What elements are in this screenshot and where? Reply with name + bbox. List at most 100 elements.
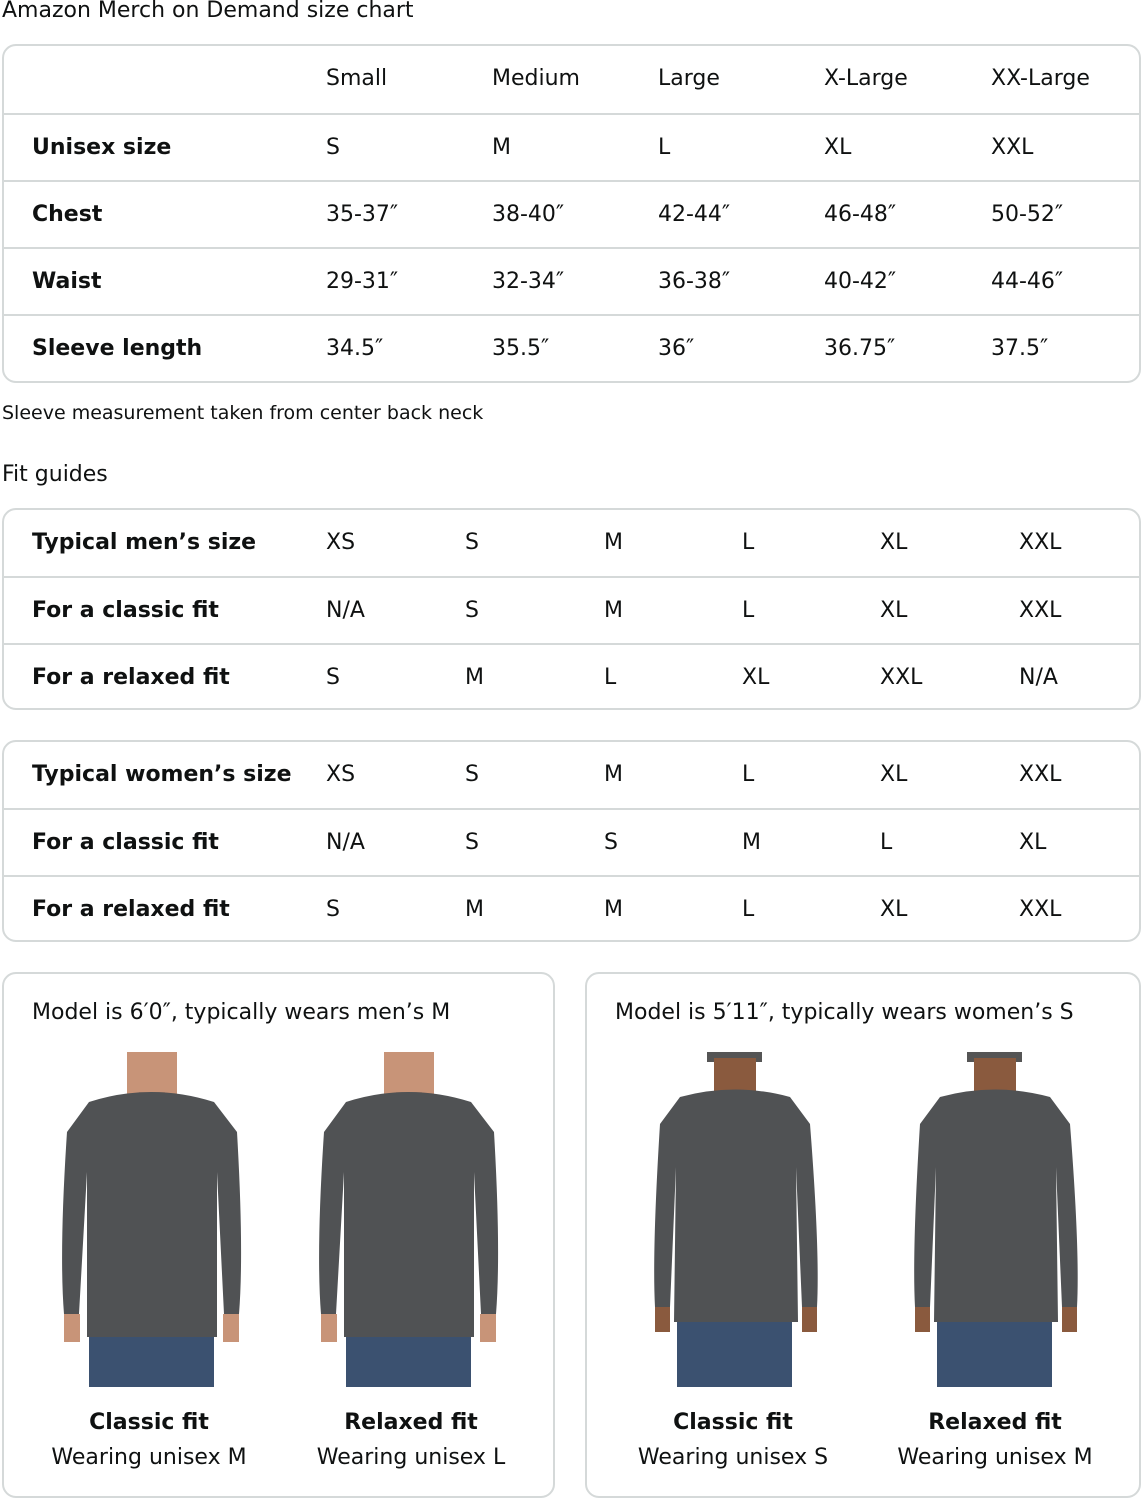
row-label: Typical men’s size: [32, 530, 257, 555]
table-row: For a relaxed fit S M M L XL XXL: [4, 875, 1139, 940]
table-row: For a relaxed fit S M L XL XXL N/A: [4, 643, 1139, 708]
row-label: Waist: [32, 269, 102, 294]
table-cell: 40-42″: [824, 269, 897, 294]
table-cell: M: [742, 830, 761, 855]
row-label: For a classic fit: [32, 830, 219, 855]
womens-model-heading: Model is 5′11″, typically wears women’s …: [615, 1000, 1074, 1025]
mens-model-card: Model is 6′0″, typically wears men’s M C…: [2, 972, 555, 1498]
fit-label: Relaxed fit: [928, 1410, 1062, 1435]
table-cell: XL: [824, 135, 852, 160]
table-cell: N/A: [326, 598, 365, 623]
fit-label: Relaxed fit: [344, 1410, 478, 1435]
table-cell: S: [326, 665, 340, 690]
table-cell: XXL: [1019, 897, 1062, 922]
row-label: For a relaxed fit: [32, 665, 230, 690]
table-cell: 34.5″: [326, 336, 384, 361]
table-cell: XXL: [1019, 530, 1062, 555]
column-header: X-Large: [824, 66, 908, 91]
table-cell: N/A: [1019, 665, 1058, 690]
table-row: Waist 29-31″ 32-34″ 36-38″ 40-42″ 44-46″: [4, 247, 1139, 316]
column-header: Large: [658, 66, 720, 91]
table-cell: S: [604, 830, 618, 855]
table-cell: 32-34″: [492, 269, 565, 294]
table-cell: N/A: [326, 830, 365, 855]
mens-model-heading: Model is 6′0″, typically wears men’s M: [32, 1000, 451, 1025]
table-cell: S: [326, 135, 340, 160]
table-row: Typical women’s size XS S M L XL XXL: [4, 742, 1139, 809]
table-row: Chest 35-37″ 38-40″ 42-44″ 46-48″ 50-52″: [4, 180, 1139, 249]
table-cell: M: [604, 598, 623, 623]
fit-label: Classic fit: [673, 1410, 793, 1435]
page-title: Amazon Merch on Demand size chart: [2, 0, 414, 23]
fit-guides-heading: Fit guides: [2, 462, 108, 487]
table-cell: L: [880, 830, 893, 855]
table-cell: XL: [880, 530, 908, 555]
table-cell: 36″: [658, 336, 695, 361]
mens-relaxed-fit-photo: [319, 1052, 499, 1387]
table-header-row: Small Medium Large X-Large XX-Large: [4, 46, 1139, 113]
row-label: Sleeve length: [32, 336, 203, 361]
womens-classic-caption: Classic fit Wearing unisex S: [603, 1410, 863, 1470]
table-cell: XL: [880, 897, 908, 922]
table-cell: M: [492, 135, 511, 160]
womens-model-card: Model is 5′11″, typically wears women’s …: [585, 972, 1141, 1498]
womens-fit-table: Typical women’s size XS S M L XL XXL For a clas…: [2, 740, 1141, 942]
wearing-label: Wearing unisex M: [51, 1445, 247, 1470]
table-cell: XL: [880, 598, 908, 623]
table-row: Typical men’s size XS S M L XL XXL: [4, 510, 1139, 577]
table-cell: 50-52″: [991, 202, 1064, 227]
table-cell: M: [465, 665, 484, 690]
column-header: XX-Large: [991, 66, 1090, 91]
table-cell: S: [465, 830, 479, 855]
table-cell: 46-48″: [824, 202, 897, 227]
table-cell: 38-40″: [492, 202, 565, 227]
table-cell: S: [465, 762, 479, 787]
table-cell: XL: [1019, 830, 1047, 855]
sleeve-note: Sleeve measurement taken from center bac…: [2, 402, 484, 424]
table-cell: 42-44″: [658, 202, 731, 227]
table-cell: XXL: [1019, 598, 1062, 623]
size-chart-table: Small Medium Large X-Large XX-Large Unisex si…: [2, 44, 1141, 383]
row-label: Typical women’s size: [32, 762, 292, 787]
table-cell: XXL: [991, 135, 1034, 160]
table-cell: M: [604, 530, 623, 555]
table-row: Unisex size S M L XL XXL: [4, 113, 1139, 182]
table-cell: XXL: [880, 665, 923, 690]
womens-classic-fit-photo: [654, 1052, 818, 1387]
row-label: For a classic fit: [32, 598, 219, 623]
fit-label: Classic fit: [89, 1410, 209, 1435]
column-header: Small: [326, 66, 388, 91]
wearing-label: Wearing unisex L: [316, 1445, 506, 1470]
table-cell: S: [326, 897, 340, 922]
table-row: Sleeve length 34.5″ 35.5″ 36″ 36.75″ 37.5″: [4, 314, 1139, 381]
mens-classic-fit-photo: [62, 1052, 242, 1387]
table-cell: 44-46″: [991, 269, 1064, 294]
table-cell: L: [742, 530, 755, 555]
table-cell: XS: [326, 530, 356, 555]
table-cell: M: [465, 897, 484, 922]
table-cell: L: [742, 762, 755, 787]
mens-classic-caption: Classic fit Wearing unisex M: [19, 1410, 279, 1470]
womens-relaxed-caption: Relaxed fit Wearing unisex M: [865, 1410, 1125, 1470]
table-cell: 35-37″: [326, 202, 399, 227]
table-cell: 37.5″: [991, 336, 1049, 361]
table-cell: XL: [742, 665, 770, 690]
table-cell: 35.5″: [492, 336, 550, 361]
column-header: Medium: [492, 66, 580, 91]
table-cell: XL: [880, 762, 908, 787]
table-row: For a classic fit N/A S M L XL XXL: [4, 576, 1139, 645]
row-label: Unisex size: [32, 135, 172, 160]
wearing-label: Wearing unisex S: [637, 1445, 829, 1470]
table-cell: XS: [326, 762, 356, 787]
mens-relaxed-caption: Relaxed fit Wearing unisex L: [281, 1410, 541, 1470]
row-label: For a relaxed fit: [32, 897, 230, 922]
table-cell: M: [604, 897, 623, 922]
table-cell: XXL: [1019, 762, 1062, 787]
table-cell: 36.75″: [824, 336, 896, 361]
table-cell: M: [604, 762, 623, 787]
table-cell: L: [742, 598, 755, 623]
table-cell: 29-31″: [326, 269, 399, 294]
wearing-label: Wearing unisex M: [897, 1445, 1093, 1470]
mens-fit-table: Typical men’s size XS S M L XL XXL For a classi…: [2, 508, 1141, 710]
table-cell: S: [465, 598, 479, 623]
